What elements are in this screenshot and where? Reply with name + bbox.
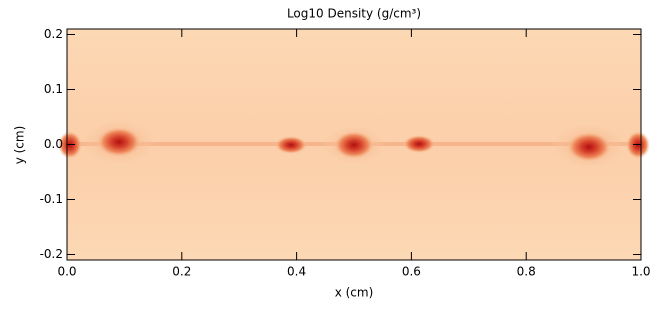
y-tick-label: 0.2 [44,27,63,41]
x-axis-label: x (cm) [335,286,374,300]
chart-title: Log10 Density (g/cm³) [287,7,421,21]
x-tick-label: 0.8 [517,265,536,279]
density-image [58,29,650,260]
x-tick-label: 0.0 [57,265,76,279]
y-tick-label: -0.2 [40,247,63,261]
y-axis-label: y (cm) [13,126,27,165]
x-tick-label: 0.6 [402,265,421,279]
x-tick-label: 0.4 [287,265,306,279]
x-tick-label: 1.0 [631,265,650,279]
y-tick-label: 0.0 [44,137,63,151]
y-tick-label: -0.1 [40,192,63,206]
y-tick-label: 0.1 [44,82,63,96]
x-tick-label: 0.2 [172,265,191,279]
